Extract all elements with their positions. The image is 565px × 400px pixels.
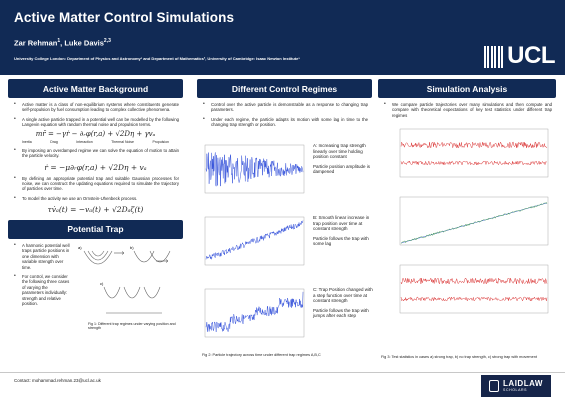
background-heading: Active Matter Background [8,79,183,98]
test-statistics-plot-b [399,196,549,246]
term-label: Interaction [76,140,93,145]
test-statistics-a-lower [400,160,548,166]
background-bullet-5: To model the activity we use an Ornstein… [14,196,179,202]
term-label: Inertia [22,140,32,145]
background-bullets: Active matter is a class of non-equilibr… [8,102,183,127]
langevin-equation: mr̈ = −γṙ − ∂ᵣφ(r,a) + √2Dη + γvₐ [35,130,156,139]
column-regimes: Different Control Regimes Control over t… [197,79,373,369]
author-1: Zar Rehman [14,38,58,48]
background-bullet-1: Active matter is a class of non-equilibr… [14,102,179,113]
test-statistics-b-sim [400,202,548,244]
affiliations: University College London: Department of… [14,56,300,61]
simulation-bullet-1: We compare particle trajectories over ma… [384,102,552,118]
column-background: Active Matter Background Active matter i… [8,79,183,369]
background-bullet-2: A single active particle trapped in a po… [14,117,179,128]
term-label: Drag [50,140,58,145]
laidlaw-logo-text: LAIDLAW [503,379,543,388]
author-2: Luke Davis [64,38,104,48]
test-statistics-b-axes [399,196,549,246]
authors: Zar Rehman1, Luke Davis2,3 [14,38,111,48]
regime-a-trajectory-plot [204,144,305,194]
contact-email: Contact: mohammad.rehman.23@ucl.ac.uk [14,378,101,383]
regimes-bullet-1: Control over the active particle is demo… [203,102,368,113]
overdamped-equation: ṙ = −μ∂ᵣφ(r,a) + √2Dη + vₐ [44,162,147,172]
trap-bullet-1: A harmonic potential well traps particle… [14,243,70,270]
ucl-logo-text: UCL [507,42,555,69]
regimes-figure-caption: Fig 2: Particle trajectory across time u… [202,353,321,357]
test-statistics-c-axes [399,264,549,314]
regime-a-trace [205,152,304,187]
regime-c-description: C: Trap Position changed with a step fun… [313,287,373,303]
poster-header: Active Matter Control Simulations Zar Re… [0,0,565,75]
regime-c-note: Particle follows the trap with jumps aft… [313,307,369,319]
regime-a-description: A: Increasing trap strength linearly ove… [313,143,366,159]
ou-process-equation: τv̇ₐ(t) = −vₐ(t) + √2Dₐζ(t) [47,204,144,214]
background-bullet-3: By imposing an overdamped regime we can … [14,148,179,159]
equation-term-labels: Inertia Drag Interaction Thermal Noise P… [8,140,183,144]
footer-divider [0,372,565,373]
poster-title: Active Matter Control Simulations [14,10,235,25]
test-statistics-a-upper [400,141,548,149]
term-label: Propulsion [152,140,169,145]
trap-regimes-figure: a) b) c) [78,245,171,314]
laidlaw-crest-icon [489,380,500,392]
regime-b-trajectory-plot [204,216,305,266]
test-statistics-c-upper [400,277,548,285]
regime-b-description: B: Smooth linear increase in trap positi… [313,215,370,231]
test-statistics-plot-c [399,264,549,314]
regimes-heading: Different Control Regimes [197,79,372,98]
author-separator: , [60,38,65,48]
test-statistics-c-lower [400,296,548,302]
potential-trap-section: A harmonic potential well traps particle… [8,239,183,337]
regime-b-axes [204,216,305,266]
background-bullet-4: By defining an appropriate potential tra… [14,176,179,192]
trap-bullet-2: For control, we consider the following t… [14,274,70,306]
author-2-affil: 2,3 [103,38,111,44]
laidlaw-logo-subtext: SCHOLARS [503,388,528,392]
regime-c-axes [204,288,305,338]
term-label: Thermal Noise [111,140,134,145]
potential-trap-heading: Potential Trap [8,219,183,239]
column-simulation: Simulation Analysis We compare particle … [378,79,556,369]
regime-a-note: Particle position amplitude is dampened [313,163,371,175]
regime-c-trace [205,291,304,333]
laidlaw-logo: LAIDLAW SCHOLARS [481,375,551,397]
test-statistics-a-axes [399,128,549,178]
simulation-heading: Simulation Analysis [378,79,556,98]
ucl-portico-icon [483,46,504,68]
test-statistics-plot-a [399,128,549,178]
fig-label-b: b) [130,245,134,250]
regime-c-trajectory-plot [204,288,305,338]
regimes-bullet-2: Under each regime, the particle adapts i… [203,117,368,128]
trap-figure-caption: Fig 1: Different trap regimes under vary… [88,321,176,331]
ucl-logo: UCL [483,38,555,69]
fig-label-a: a) [78,245,82,250]
regime-b-trace [205,220,304,260]
fig-label-c: c) [100,281,104,286]
simulation-figure-caption: Fig 3: Test statistics in cases a) stron… [381,355,537,359]
regime-b-note: Particle follows the trap with some lag [313,235,369,247]
author-1-affil: 1 [57,38,61,44]
